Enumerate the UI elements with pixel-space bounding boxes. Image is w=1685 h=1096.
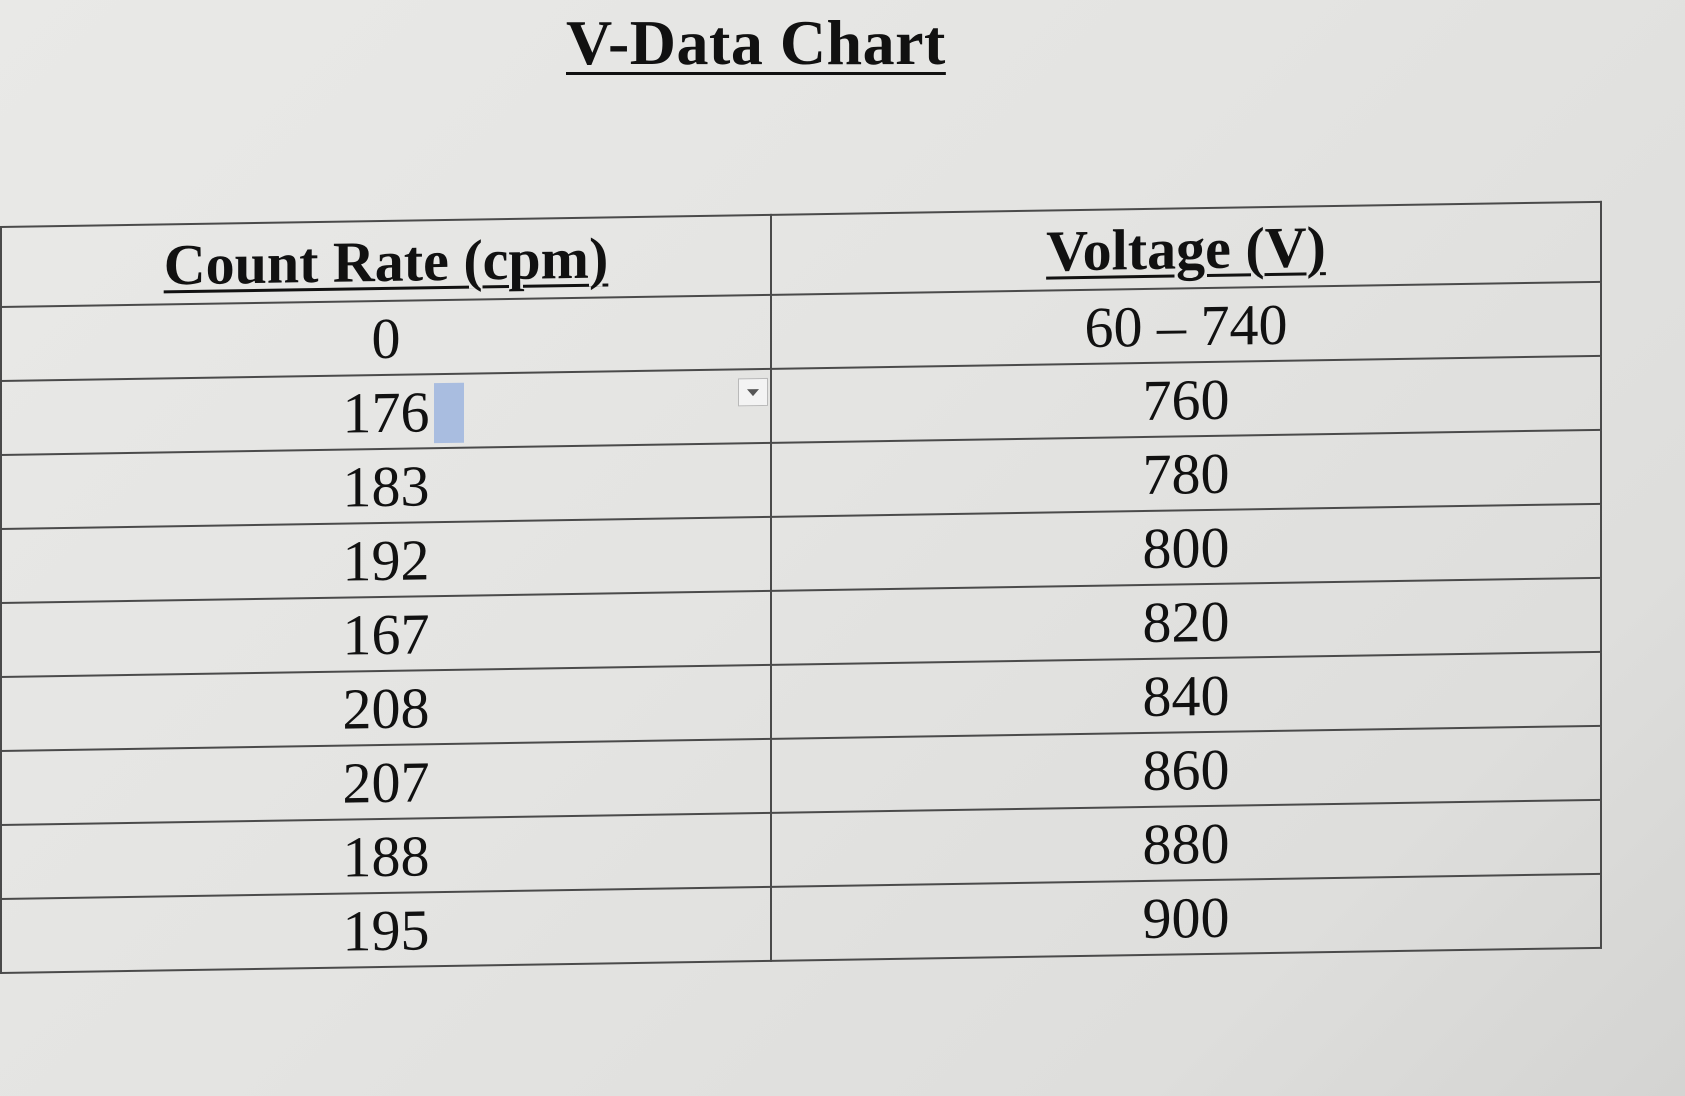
column-header-voltage[interactable]: Voltage (V) xyxy=(771,201,1601,295)
table-cell-count-rate[interactable]: 195 xyxy=(1,886,771,973)
table-cell-voltage[interactable]: 880 xyxy=(771,799,1601,887)
page-title: V-Data Chart xyxy=(566,7,946,78)
chevron-down-icon xyxy=(747,389,759,397)
table-cell-voltage[interactable]: 60 – 740 xyxy=(771,281,1601,369)
column-header-count-rate-label: Count Rate (cpm) xyxy=(163,224,609,297)
table-cell-count-rate[interactable]: 208 xyxy=(1,664,771,751)
table-cell-voltage[interactable]: 900 xyxy=(771,873,1601,961)
table-cell-count-rate[interactable]: 188 xyxy=(1,812,771,899)
column-header-voltage-label: Voltage (V) xyxy=(1046,213,1326,284)
table-cell-voltage[interactable]: 780 xyxy=(771,429,1601,517)
table-cell-voltage[interactable]: 840 xyxy=(771,651,1601,739)
table-cell-count-rate[interactable]: 0 xyxy=(1,294,771,381)
table-cell-count-rate[interactable]: 183 xyxy=(1,442,771,529)
cell-dropdown-button[interactable] xyxy=(738,377,768,407)
table-cell-count-rate[interactable]: 207 xyxy=(1,738,771,825)
cell-value: 176 xyxy=(342,378,430,446)
table-cell-voltage[interactable]: 860 xyxy=(771,725,1601,813)
table-cell-count-rate-active[interactable]: 176 xyxy=(1,368,771,455)
text-cursor-selection xyxy=(434,382,464,444)
data-table-container: Count Rate (cpm) Voltage (V) 0 60 – 740 … xyxy=(0,201,1602,974)
table-cell-count-rate[interactable]: 192 xyxy=(1,516,771,603)
column-header-count-rate[interactable]: Count Rate (cpm) xyxy=(1,214,771,307)
table-cell-voltage[interactable]: 800 xyxy=(771,503,1601,591)
table-cell-count-rate[interactable]: 167 xyxy=(1,590,771,677)
table-cell-voltage[interactable]: 760 xyxy=(771,355,1601,443)
table-cell-voltage[interactable]: 820 xyxy=(771,577,1601,665)
data-table: Count Rate (cpm) Voltage (V) 0 60 – 740 … xyxy=(0,201,1602,974)
